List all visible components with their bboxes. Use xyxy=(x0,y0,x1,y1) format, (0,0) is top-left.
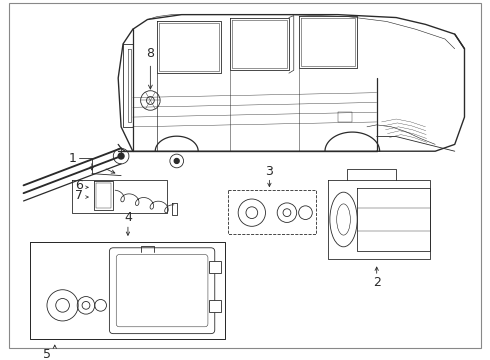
Text: 7: 7 xyxy=(75,189,83,202)
Text: 2: 2 xyxy=(373,276,381,289)
Circle shape xyxy=(174,158,179,163)
FancyBboxPatch shape xyxy=(109,248,215,334)
Text: 6: 6 xyxy=(75,179,83,192)
Bar xyxy=(228,190,316,234)
Bar xyxy=(209,301,221,312)
Bar xyxy=(209,261,221,273)
Text: 8: 8 xyxy=(147,47,154,60)
Text: 5: 5 xyxy=(43,348,51,360)
Text: 3: 3 xyxy=(266,165,273,178)
FancyBboxPatch shape xyxy=(116,255,208,327)
Circle shape xyxy=(118,153,124,159)
Text: 1: 1 xyxy=(69,152,76,165)
Text: 4: 4 xyxy=(124,211,132,224)
